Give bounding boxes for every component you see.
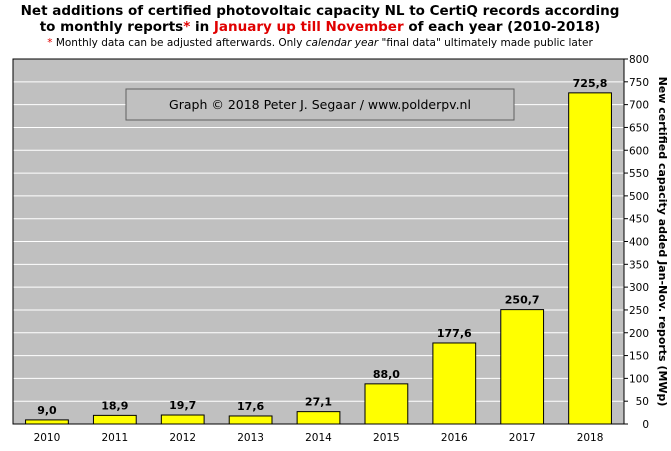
y-tick-label: 450 [629,214,649,226]
bar [432,342,477,425]
x-tick-label: 2012 [169,432,196,444]
watermark-text: Graph © 2018 Peter J. Segaar / www.polde… [169,97,471,112]
title-text-part: in [190,19,214,35]
title-text-part: to monthly reports [39,19,184,35]
watermark-box [125,88,515,121]
bar [296,411,341,425]
y-tick-label: 800 [629,54,649,66]
title-asterisk: * [183,19,191,35]
bar-value-label: 27,1 [305,396,332,409]
subtitle-italic-text: calendar year [305,37,379,49]
x-tick-label: 2010 [34,432,61,444]
bar-value-label: 88,0 [373,368,400,381]
y-tick-label: 550 [629,168,649,180]
x-tick-label: 2015 [373,432,400,444]
y-tick-label: 0 [642,419,649,431]
chart-title: Net additions of certified photovoltaic … [0,3,640,35]
chart-title-line2: to monthly reports* in January up till N… [0,19,640,35]
y-tick-label: 400 [629,237,649,249]
bar-value-label: 18,9 [101,399,128,412]
y-tick-label: 650 [629,122,649,134]
x-tick-label: 2016 [441,432,468,444]
y-tick-label: 700 [629,100,649,112]
y-tick-label: 50 [636,396,649,408]
y-tick-label: 500 [629,191,649,203]
y-tick-label: 150 [629,351,649,363]
bar [500,309,545,425]
y-tick-label: 750 [629,77,649,89]
subtitle-text-part: "final data" ultimately made public late… [378,37,593,49]
bar-value-label: 177,6 [437,327,472,340]
chart-title-line1: Net additions of certified photovoltaic … [20,3,620,19]
x-tick-label: 2013 [237,432,264,444]
x-tick-label: 2014 [305,432,332,444]
bar [160,414,205,425]
bar-value-label: 17,6 [237,400,264,413]
y-tick-label: 250 [629,305,649,317]
bar-value-label: 250,7 [505,294,540,307]
y-tick-label: 600 [629,145,649,157]
bar [25,419,69,425]
bar [228,415,273,425]
x-tick-label: 2018 [577,432,604,444]
bar [364,383,409,425]
y-tick-label: 350 [629,259,649,271]
bar-value-label: 725,8 [573,77,608,90]
subtitle-text-part: Monthly data can be adjusted afterwards.… [52,37,306,49]
bar [92,414,137,425]
y-tick-label: 100 [629,373,649,385]
bar-value-label: 9,0 [37,404,57,417]
bar-value-label: 19,7 [169,399,196,412]
x-tick-label: 2011 [101,432,128,444]
subtitle-asterisk: * [47,37,53,49]
y-axis-label: New certified capacity added Jan-Nov. re… [656,77,669,407]
title-text-part: of each year (2010-2018) [403,19,601,35]
bar [568,92,612,425]
chart-subtitle: * Monthly data can be adjusted afterward… [0,37,640,49]
x-tick-label: 2017 [509,432,536,444]
title-period-highlight: January up till November [213,19,404,35]
y-tick-label: 300 [629,282,649,294]
y-tick-label: 200 [629,328,649,340]
